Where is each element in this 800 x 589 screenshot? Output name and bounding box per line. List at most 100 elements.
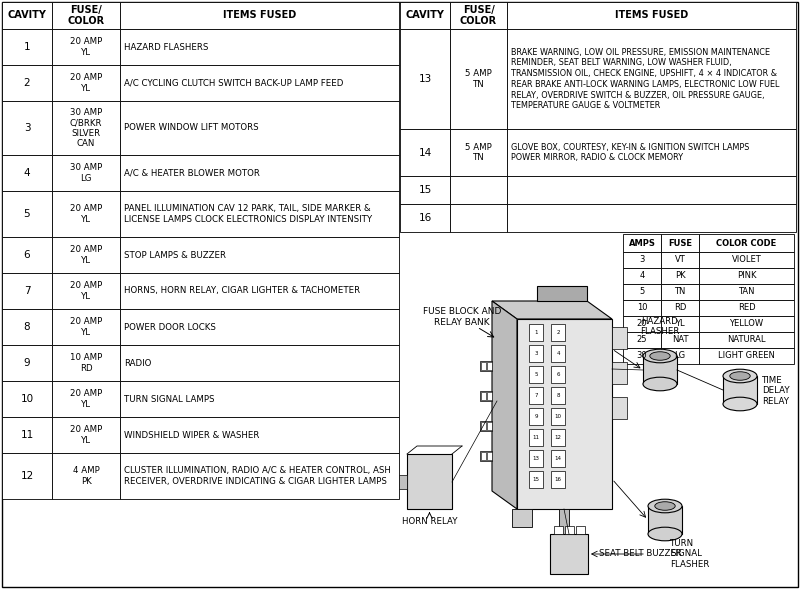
Bar — [529, 387, 543, 404]
Text: TURN
SIGNAL
FLASHER: TURN SIGNAL FLASHER — [670, 539, 710, 569]
Bar — [551, 408, 565, 425]
Text: RED: RED — [738, 303, 755, 313]
Text: 5: 5 — [639, 287, 645, 296]
Text: 9: 9 — [24, 358, 30, 368]
Text: 25: 25 — [637, 336, 647, 345]
Text: 30 AMP
C/BRKR
SILVER
CAN: 30 AMP C/BRKR SILVER CAN — [70, 108, 102, 148]
Bar — [52, 2, 120, 29]
Text: TURN SIGNAL LAMPS: TURN SIGNAL LAMPS — [124, 395, 214, 403]
Text: 20 AMP
YL: 20 AMP YL — [70, 389, 102, 409]
Ellipse shape — [650, 352, 670, 360]
Text: 12: 12 — [554, 435, 562, 440]
Bar — [120, 381, 399, 417]
Bar — [612, 397, 627, 419]
Bar — [2, 273, 52, 309]
Bar — [120, 345, 399, 381]
Bar — [120, 237, 399, 273]
Text: FUSE BLOCK AND
RELAY BANK: FUSE BLOCK AND RELAY BANK — [423, 307, 501, 327]
Text: AMPS: AMPS — [629, 239, 655, 247]
Bar — [699, 284, 794, 300]
Text: NATURAL: NATURAL — [727, 336, 766, 345]
Text: 9: 9 — [534, 414, 538, 419]
Bar — [120, 453, 399, 499]
Ellipse shape — [643, 349, 677, 363]
Text: HAZARD FLASHERS: HAZARD FLASHERS — [124, 42, 208, 51]
Bar — [450, 2, 507, 29]
Bar — [529, 366, 543, 383]
Text: A/C CYCLING CLUTCH SWITCH BACK-UP LAMP FEED: A/C CYCLING CLUTCH SWITCH BACK-UP LAMP F… — [124, 78, 343, 88]
Text: LG: LG — [674, 352, 686, 360]
Text: NAT: NAT — [672, 336, 688, 345]
Text: 20 AMP
YL: 20 AMP YL — [70, 73, 102, 92]
Text: 11: 11 — [20, 430, 34, 440]
Bar — [507, 2, 796, 29]
Bar — [399, 475, 407, 489]
Bar — [529, 429, 543, 446]
Ellipse shape — [730, 372, 750, 380]
Bar — [480, 421, 492, 431]
Bar — [52, 29, 120, 65]
Bar — [507, 176, 796, 204]
Bar — [120, 191, 399, 237]
Text: HORN RELAY: HORN RELAY — [402, 517, 458, 525]
Text: 4: 4 — [24, 168, 30, 178]
Text: VIOLET: VIOLET — [732, 256, 762, 264]
Bar — [481, 422, 486, 430]
Text: 20 AMP
YL: 20 AMP YL — [70, 317, 102, 337]
Bar — [551, 450, 565, 467]
Text: TAN: TAN — [738, 287, 754, 296]
Text: 30: 30 — [637, 352, 647, 360]
Bar — [400, 29, 450, 129]
Text: 1: 1 — [534, 330, 538, 335]
Text: VT: VT — [674, 256, 686, 264]
Bar — [52, 155, 120, 191]
Bar — [2, 309, 52, 345]
Text: GLOVE BOX, COURTESY, KEY-IN & IGNITION SWITCH LAMPS
POWER MIRROR, RADIO & CLOCK : GLOVE BOX, COURTESY, KEY-IN & IGNITION S… — [511, 143, 750, 163]
Bar — [612, 362, 627, 384]
Bar — [120, 65, 399, 101]
Text: LIGHT GREEN: LIGHT GREEN — [718, 352, 775, 360]
Bar — [481, 452, 486, 460]
Bar — [450, 176, 507, 204]
Text: 4: 4 — [639, 272, 645, 280]
Bar — [623, 332, 661, 348]
Bar — [450, 29, 507, 129]
Bar — [507, 129, 796, 176]
Text: 30 AMP
LG: 30 AMP LG — [70, 163, 102, 183]
Text: 2: 2 — [24, 78, 30, 88]
Bar — [723, 376, 757, 404]
Text: FUSE: FUSE — [668, 239, 692, 247]
Text: PK: PK — [674, 272, 686, 280]
Bar — [576, 526, 585, 534]
Bar — [480, 451, 492, 461]
Bar — [487, 452, 492, 460]
Bar — [529, 345, 543, 362]
Text: 10: 10 — [21, 394, 34, 404]
Bar — [120, 2, 399, 29]
Text: HORNS, HORN RELAY, CIGAR LIGHTER & TACHOMETER: HORNS, HORN RELAY, CIGAR LIGHTER & TACHO… — [124, 286, 360, 296]
Bar — [661, 284, 699, 300]
Text: 10 AMP
RD: 10 AMP RD — [70, 353, 102, 373]
Bar — [623, 300, 661, 316]
Bar — [623, 316, 661, 332]
Bar — [2, 237, 52, 273]
Ellipse shape — [648, 499, 682, 513]
Bar — [2, 381, 52, 417]
Bar — [699, 234, 794, 252]
Bar — [551, 366, 565, 383]
Text: FUSE/
COLOR: FUSE/ COLOR — [67, 5, 105, 27]
Bar — [52, 417, 120, 453]
Text: 20: 20 — [637, 319, 647, 329]
Bar — [400, 176, 450, 204]
Bar — [2, 345, 52, 381]
Text: 3: 3 — [534, 351, 538, 356]
Text: BRAKE WARNING, LOW OIL PRESSURE, EMISSION MAINTENANCE
REMINDER, SEAT BELT WARNIN: BRAKE WARNING, LOW OIL PRESSURE, EMISSIO… — [511, 48, 779, 110]
Bar — [699, 300, 794, 316]
Text: FUSE/
COLOR: FUSE/ COLOR — [460, 5, 497, 27]
Text: RD: RD — [674, 303, 686, 313]
Text: POWER WINDOW LIFT MOTORS: POWER WINDOW LIFT MOTORS — [124, 124, 258, 133]
Bar — [699, 252, 794, 268]
Text: TIME
DELAY
RELAY: TIME DELAY RELAY — [762, 376, 790, 406]
Text: 15: 15 — [418, 185, 432, 195]
Bar — [2, 191, 52, 237]
